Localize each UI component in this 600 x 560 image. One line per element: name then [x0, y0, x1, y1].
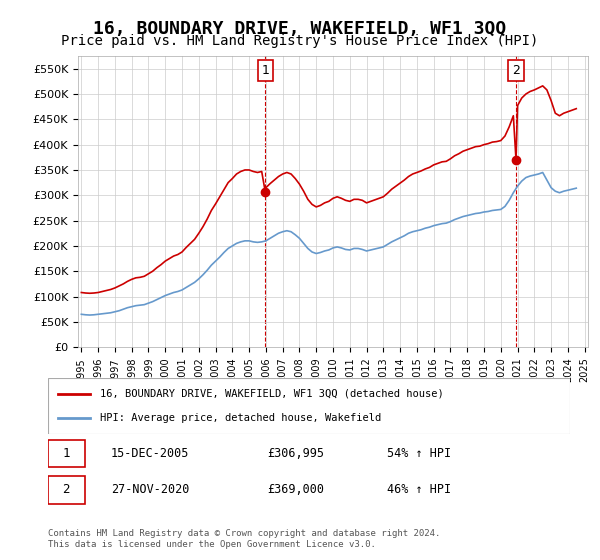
Text: 15-DEC-2005: 15-DEC-2005 — [110, 447, 189, 460]
Text: 16, BOUNDARY DRIVE, WAKEFIELD, WF1 3QQ (detached house): 16, BOUNDARY DRIVE, WAKEFIELD, WF1 3QQ (… — [100, 389, 444, 399]
FancyBboxPatch shape — [48, 476, 85, 504]
Text: Price paid vs. HM Land Registry's House Price Index (HPI): Price paid vs. HM Land Registry's House … — [61, 34, 539, 48]
Text: Contains HM Land Registry data © Crown copyright and database right 2024.
This d: Contains HM Land Registry data © Crown c… — [48, 529, 440, 549]
Text: 1: 1 — [62, 447, 70, 460]
Text: £369,000: £369,000 — [267, 483, 324, 497]
FancyBboxPatch shape — [48, 378, 570, 434]
Text: 16, BOUNDARY DRIVE, WAKEFIELD, WF1 3QQ: 16, BOUNDARY DRIVE, WAKEFIELD, WF1 3QQ — [94, 20, 506, 38]
Text: 2: 2 — [62, 483, 70, 497]
Text: 2: 2 — [512, 64, 520, 77]
Text: 27-NOV-2020: 27-NOV-2020 — [110, 483, 189, 497]
Text: 46% ↑ HPI: 46% ↑ HPI — [388, 483, 451, 497]
FancyBboxPatch shape — [48, 440, 85, 468]
Text: 1: 1 — [261, 64, 269, 77]
Text: 54% ↑ HPI: 54% ↑ HPI — [388, 447, 451, 460]
Text: £306,995: £306,995 — [267, 447, 324, 460]
Text: HPI: Average price, detached house, Wakefield: HPI: Average price, detached house, Wake… — [100, 413, 382, 423]
